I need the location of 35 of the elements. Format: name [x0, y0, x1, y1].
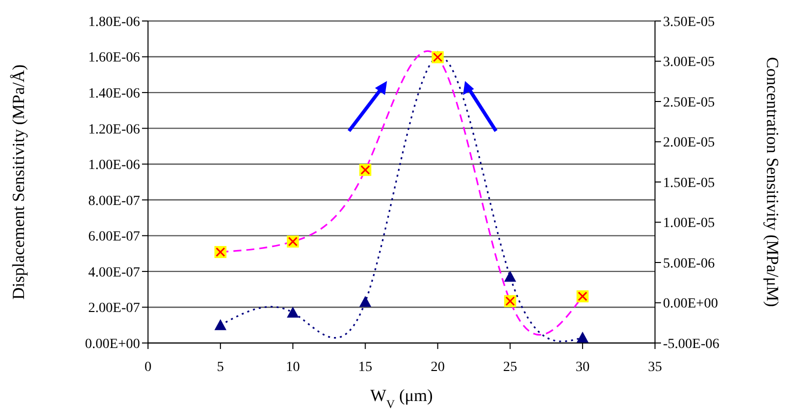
point — [504, 270, 516, 282]
y-tick-label: 6.00E-07 — [88, 230, 140, 245]
y2-tick-label: 1.50E-05 — [663, 176, 715, 191]
x-axis-title: W$_{V}$ (μm) — [370, 386, 433, 411]
y2-tick-label: 2.50E-05 — [663, 95, 715, 110]
y2-axis-title: Concentration Sensitivity (MPa/μM) — [763, 57, 782, 307]
x-tick-label: 0 — [144, 360, 152, 375]
x-tick-label: 10 — [286, 360, 300, 375]
y-tick-label: 1.20E-06 — [88, 122, 140, 138]
y-tick-label: 1.60E-06 — [88, 50, 140, 66]
point — [576, 332, 589, 343]
y-tick-label: 1.40E-06 — [88, 86, 140, 102]
point — [286, 306, 299, 318]
y2-tick-label: 0.00E+00 — [663, 296, 718, 312]
y-axis-title: Displacement Sensitivity (MPa/Å) — [8, 64, 28, 300]
y-tick-label: 0.00E+00 — [85, 336, 140, 352]
y2-tick-label: 3.50E-05 — [663, 14, 715, 30]
x-tick-label: 30 — [576, 360, 590, 375]
x-tick-label: 15 — [358, 360, 372, 375]
y-tick-label: 4.00E-07 — [88, 265, 140, 280]
y-tick-label: 1.00E-06 — [88, 158, 140, 174]
y2-tick-label: 2.00E-05 — [663, 136, 715, 151]
y2-tick-label: 1.00E-05 — [663, 216, 715, 232]
x-tick-label: 25 — [503, 360, 518, 375]
x-tick-label: 5 — [216, 360, 224, 375]
y-tick-label: 8.00E-07 — [88, 194, 140, 209]
y2-tick-label: -5.00E-06 — [663, 336, 720, 352]
point — [214, 319, 226, 330]
point — [359, 296, 372, 307]
y-tick-label: 2.00E-07 — [88, 301, 140, 316]
x-tick-label: 20 — [430, 360, 445, 375]
y2-tick-label: 5.00E-06 — [663, 256, 715, 272]
y2-tick-label: 3.00E-05 — [663, 55, 715, 70]
x-tick-label: 35 — [648, 360, 662, 375]
y-tick-label: 1.80E-06 — [88, 14, 140, 30]
